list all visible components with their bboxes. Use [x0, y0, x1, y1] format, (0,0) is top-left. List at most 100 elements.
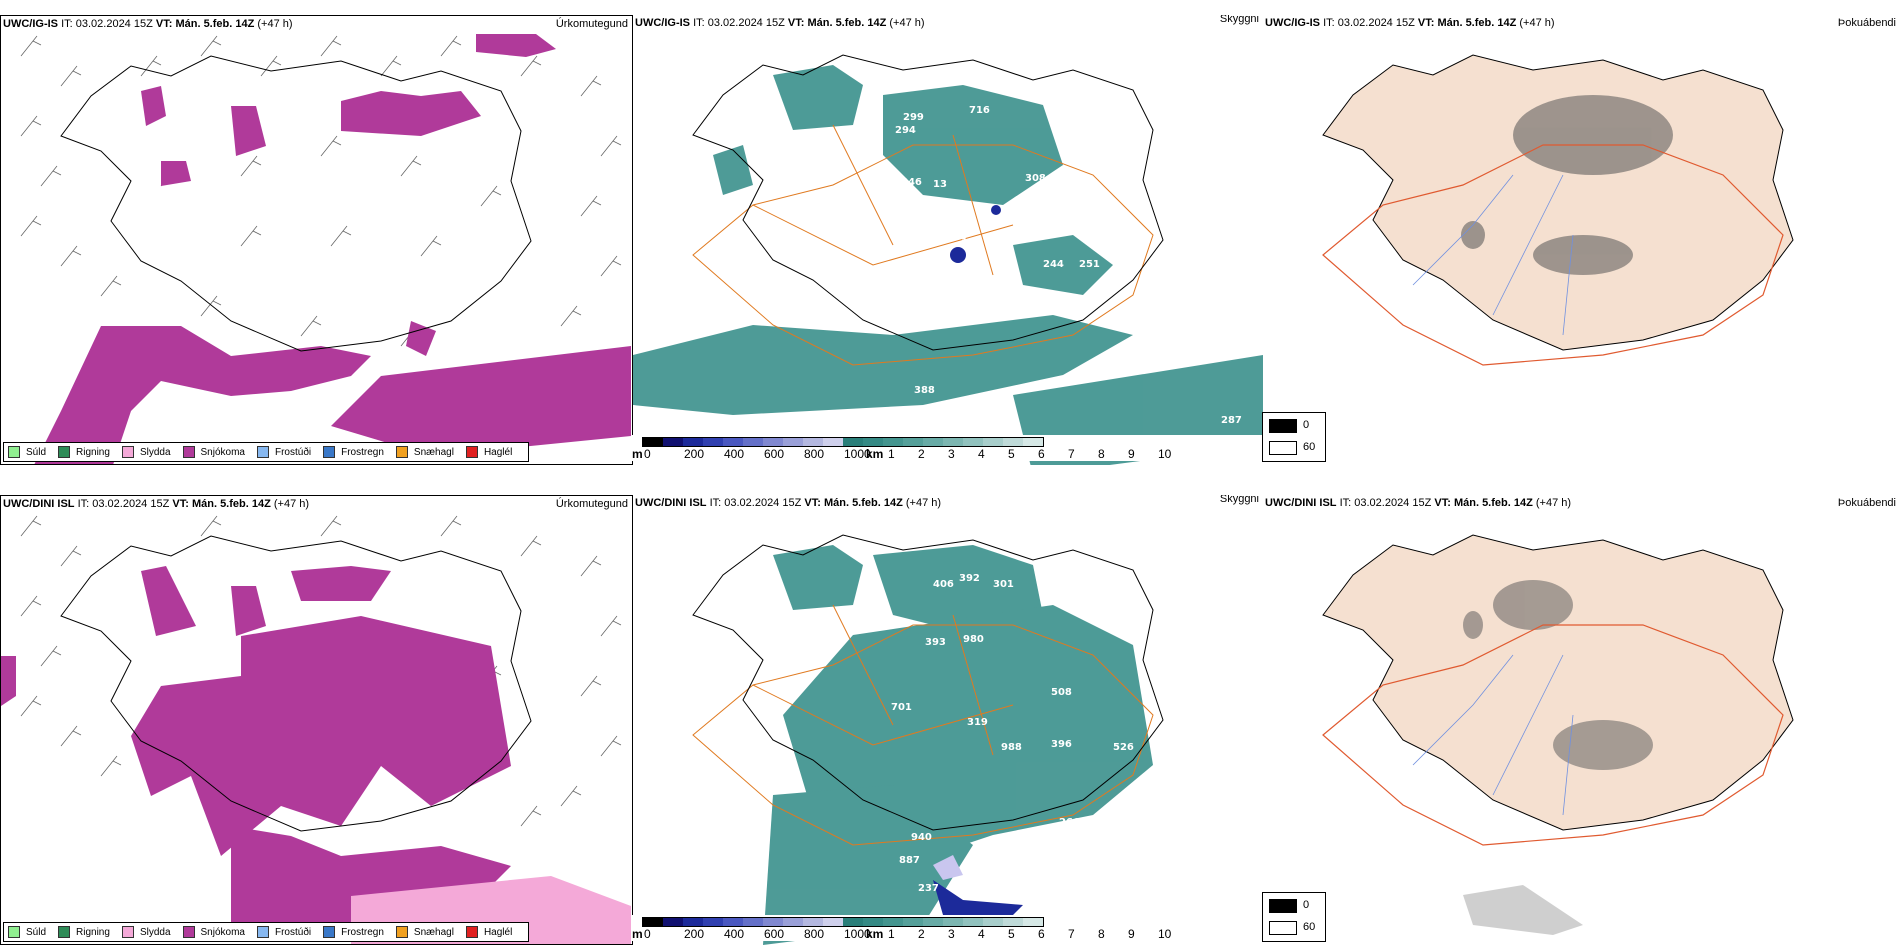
colorbar-cell	[663, 438, 683, 446]
colorbar-cell	[703, 438, 723, 446]
colorbar-tick: 1000	[844, 447, 871, 461]
colorbar-tick: 7	[1068, 447, 1075, 461]
ceiling-fill	[763, 545, 1153, 945]
legend-swatch	[182, 446, 195, 458]
colorbar-cell	[903, 918, 923, 926]
legend-item: Frostúði	[256, 926, 311, 938]
land-fill	[1322, 534, 1794, 831]
model-name: UWC/DINI ISL	[3, 498, 75, 510]
colorbar-tick: km	[866, 927, 884, 941]
colorbar-cell	[763, 438, 783, 446]
wind-barbs	[20, 515, 622, 827]
it-label: IT:	[709, 497, 722, 509]
precip-map	[20, 34, 631, 464]
legend-swatch	[465, 446, 478, 458]
ceiling-value-label: 388	[914, 385, 935, 396]
legend-label: Haglél	[483, 926, 513, 938]
ceiling-value-label: 308	[1025, 173, 1046, 184]
colorbar-cell	[643, 438, 663, 446]
colorbar-tick: 6	[1038, 447, 1045, 461]
colorbar-cell	[803, 438, 823, 446]
colorbar-tick: 2	[918, 927, 925, 941]
colorbar-cell	[723, 438, 743, 446]
it-label: IT:	[1339, 497, 1352, 509]
colorbar-cell	[943, 438, 963, 446]
low-ceiling	[933, 880, 1023, 925]
legend-label: Snjókoma	[200, 926, 245, 938]
colorbar-cells	[642, 437, 1044, 447]
colorbar-cell	[1023, 918, 1043, 926]
rivers	[1412, 654, 1574, 816]
legend-item: Rigning	[58, 926, 110, 938]
colorbar-cell	[723, 918, 743, 926]
vis-light-swatch	[1269, 441, 1297, 455]
it-value: 03.02.2024 15Z	[724, 497, 802, 509]
colorbar-cell	[1003, 918, 1023, 926]
legend-swatch	[465, 926, 478, 938]
ceiling-value-label: 940	[911, 832, 932, 843]
colorbar-tick: 1000	[844, 927, 871, 941]
vt-label: VT:	[1434, 497, 1451, 509]
model-name: UWC/IG-IS	[1265, 17, 1320, 29]
colorbar-tick: 4	[978, 927, 985, 941]
legend-item: Haglél	[465, 926, 513, 938]
legend-item: Snæhagl	[395, 926, 454, 938]
colorbar-cell	[743, 438, 763, 446]
colorbar-tick: 4	[978, 447, 985, 461]
ceiling-value-label: 41	[1041, 211, 1055, 222]
panel-header: UWC/IG-IS IT: 03.02.2024 15Z VT: Mán. 5.…	[635, 17, 925, 29]
colorbar-tick: 5	[1008, 927, 1015, 941]
coastline	[692, 54, 1164, 351]
legend-item: Frostúði	[256, 446, 311, 458]
colorbar-cell	[683, 918, 703, 926]
ceiling-value-label: 988	[1001, 742, 1022, 753]
colorbar-tick: 7	[1068, 927, 1075, 941]
legend-item: Haglél	[465, 446, 512, 458]
panel-title: Þokuábendi	[1837, 497, 1896, 509]
vt-value: Mán. 5.feb. 14Z	[807, 17, 887, 29]
rivers	[1412, 174, 1574, 336]
legend-swatch	[121, 446, 134, 458]
ceiling-value-label: 158	[961, 237, 982, 248]
legend-label: Slydda	[139, 446, 171, 458]
colorbar-tick: 3	[948, 927, 955, 941]
legend-item: Snæhagl	[395, 446, 454, 458]
colorbar-tick: 800	[804, 447, 825, 461]
legend-label: Frostregn	[341, 926, 384, 938]
colorbar-tick: m	[632, 447, 643, 461]
ceiling-value-label: 287	[1221, 415, 1242, 426]
vis-dark-swatch	[1269, 419, 1297, 433]
colorbar-cell	[923, 438, 943, 446]
it-label: IT:	[693, 17, 705, 29]
vis-dark-label: 0	[1303, 899, 1310, 911]
ceiling-value-label: 393	[925, 637, 946, 648]
colorbar-tick: 9	[1128, 447, 1135, 461]
legend-swatch	[182, 926, 195, 938]
colorbar-tick: 400	[724, 447, 745, 461]
vt-label: VT:	[804, 497, 821, 509]
ceiling-value-label: 701	[891, 702, 912, 713]
roads	[1322, 144, 1784, 366]
colorbar-cell	[863, 918, 883, 926]
it-value: 03.02.2024 15Z	[75, 18, 153, 30]
colorbar-cell	[763, 918, 783, 926]
ceiling-value-label: 980	[963, 634, 984, 645]
colorbar-tick: 800	[804, 927, 825, 941]
legend-label: Snæhagl	[413, 926, 454, 938]
ceiling-value-label: 319	[967, 717, 988, 728]
precip-panel-row2: UWC/DINI ISL IT: 03.02.2024 15Z VT: Mán.…	[0, 495, 633, 945]
legend-swatch	[58, 926, 71, 938]
ceiling-labels: 406 392 301 393 980 508 701 319 988 396 526 266 940 8…	[891, 573, 1134, 900]
legend-swatch	[256, 446, 269, 458]
visibility-legend: 0 60	[1262, 412, 1326, 462]
wind-barbs	[20, 35, 622, 347]
colorbar-cell	[803, 918, 823, 926]
vt-value: Mán. 5.feb. 14Z	[1453, 497, 1533, 509]
ceiling-value-label: 887	[899, 855, 920, 866]
colorbar-cell	[983, 918, 1003, 926]
ceiling-fill	[633, 65, 1263, 465]
colorbar-tick: 0	[644, 447, 651, 461]
vt-value: Mán. 5.feb. 14Z	[823, 497, 903, 509]
low-ceiling	[950, 205, 1001, 263]
